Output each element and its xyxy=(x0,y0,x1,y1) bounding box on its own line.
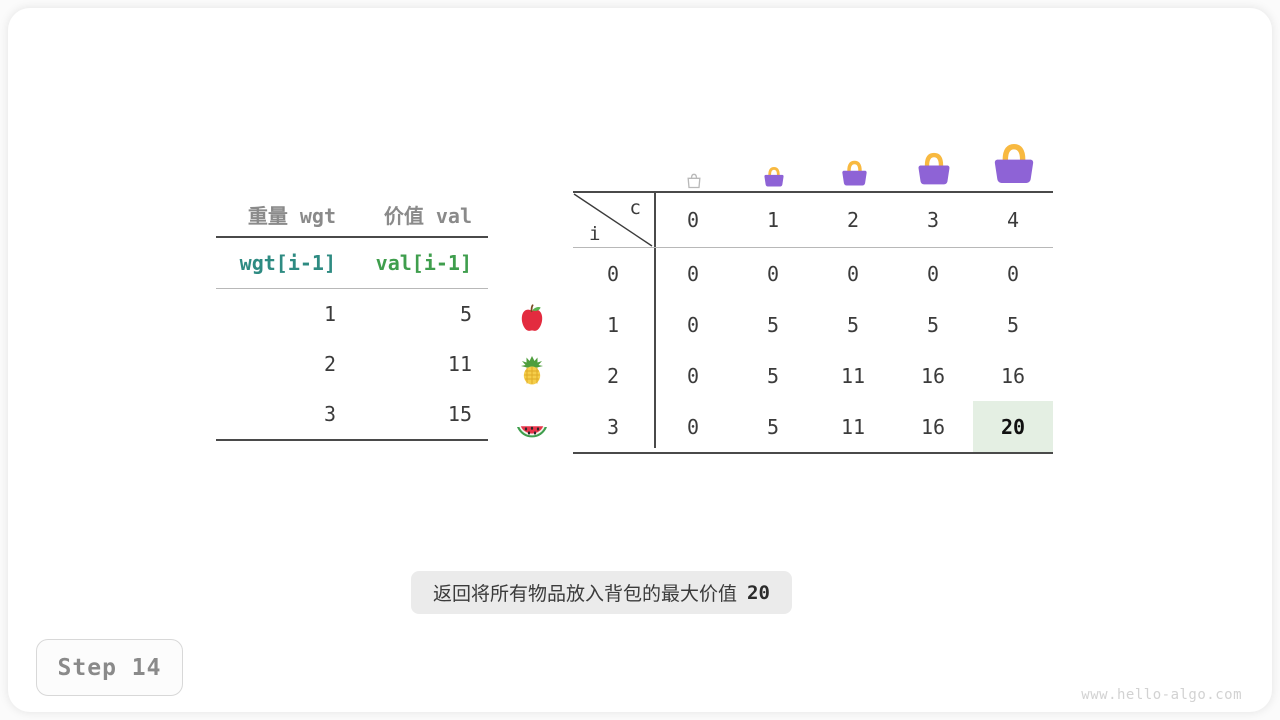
items-table-row: 3 15 xyxy=(216,389,488,439)
dp-cell-2-1: 5 xyxy=(766,363,780,388)
dp-cell-0-0: 0 xyxy=(686,261,700,286)
dp-col-header-0: 0 xyxy=(686,208,700,232)
dp-cell-1-4: 5 xyxy=(1006,312,1020,337)
items-header-value: 价值 val xyxy=(383,203,472,228)
dp-table-row: 2 0 5 11 16 16 xyxy=(573,350,1053,401)
items-formula-val: val[i-1] xyxy=(375,251,472,275)
dp-table-row: 3 0 5 11 16 20 xyxy=(573,401,1053,452)
items-table-formula-row: wgt[i-1] val[i-1] xyxy=(216,236,488,288)
dp-table-bottom-rule xyxy=(573,452,1053,454)
result-caption: 返回将所有物品放入背包的最大价值 20 xyxy=(411,571,792,614)
dp-col-header-1: 1 xyxy=(766,208,780,232)
dp-cell-3-4-highlighted: 20 xyxy=(973,401,1053,452)
dp-cell-1-3: 5 xyxy=(926,312,940,337)
caption-text: 返回将所有物品放入背包的最大价值 xyxy=(433,583,738,605)
bag-icon-empty xyxy=(687,173,701,189)
dp-cell-3-3: 16 xyxy=(920,414,946,439)
dp-table-row: 0 0 0 0 0 0 xyxy=(573,247,1053,299)
fruit-slot-1 xyxy=(508,293,556,344)
dp-table-header-row: c i 0 1 2 3 4 xyxy=(573,191,1053,247)
dp-table: c i 0 1 2 3 4 0 0 0 0 0 0 1 0 5 5 5 5 2 xyxy=(573,191,1053,454)
bag-slot-0 xyxy=(654,118,734,190)
dp-col-header-3: 3 xyxy=(926,208,940,232)
bag-icon-2 xyxy=(841,160,867,186)
dp-cell-1-2: 5 xyxy=(846,312,860,337)
dp-table-vertical-rule xyxy=(654,191,656,448)
items-table-row: 1 5 xyxy=(216,288,488,339)
bag-icon-4 xyxy=(994,143,1034,183)
items-table-row: 2 11 xyxy=(216,339,488,389)
watermelon-icon xyxy=(517,425,547,437)
item-weight-3: 3 xyxy=(323,402,336,426)
item-weight-1: 1 xyxy=(323,302,336,326)
step-badge: Step 14 xyxy=(36,639,183,696)
dp-cell-0-2: 0 xyxy=(846,261,860,286)
step-badge-label: Step 14 xyxy=(57,654,162,681)
fruit-slot-2 xyxy=(508,344,556,395)
dp-cell-1-1: 5 xyxy=(766,312,780,337)
caption-value: 20 xyxy=(747,581,770,604)
bag-icon-row xyxy=(654,118,1054,190)
dp-row-header-0: 0 xyxy=(606,261,620,286)
dp-cell-2-4: 16 xyxy=(1000,363,1026,388)
dp-corner-row-label: i xyxy=(589,223,601,245)
apple-icon xyxy=(521,303,543,331)
dp-cell-1-0: 0 xyxy=(686,312,700,337)
dp-row-header-1: 1 xyxy=(606,312,620,337)
items-header-weight: 重量 wgt xyxy=(247,203,336,228)
dp-table-row: 1 0 5 5 5 5 xyxy=(573,299,1053,350)
fruit-slot-3 xyxy=(508,395,556,446)
bag-slot-1 xyxy=(734,118,814,190)
dp-row-header-3: 3 xyxy=(606,414,620,439)
items-table-bottom-rule xyxy=(216,439,488,441)
pineapple-icon xyxy=(521,355,543,384)
dp-cell-2-0: 0 xyxy=(686,363,700,388)
item-value-1: 5 xyxy=(459,302,472,326)
dp-cell-0-4: 0 xyxy=(1006,261,1020,286)
dp-corner-header: c i xyxy=(573,193,653,247)
dp-cell-3-1: 5 xyxy=(766,414,780,439)
bag-icon-3 xyxy=(918,152,950,185)
dp-col-header-4: 4 xyxy=(1006,208,1020,232)
dp-cell-3-0: 0 xyxy=(686,414,700,439)
item-weight-2: 2 xyxy=(323,352,336,376)
dp-cell-0-3: 0 xyxy=(926,261,940,286)
watermark: www.hello-algo.com xyxy=(1081,687,1242,703)
fruit-icon-column xyxy=(508,293,556,446)
bag-slot-2 xyxy=(814,118,894,190)
dp-cell-3-2: 11 xyxy=(840,414,866,439)
bag-slot-3 xyxy=(894,118,974,190)
dp-cell-0-1: 0 xyxy=(766,261,780,286)
bag-slot-4 xyxy=(974,118,1054,190)
items-table: 重量 wgt 价值 val wgt[i-1] val[i-1] 1 5 2 11… xyxy=(216,192,488,441)
item-value-2: 11 xyxy=(447,352,472,376)
dp-col-header-2: 2 xyxy=(846,208,860,232)
items-table-header-row: 重量 wgt 价值 val xyxy=(216,192,488,236)
item-value-3: 15 xyxy=(447,402,472,426)
dp-row-header-2: 2 xyxy=(606,363,620,388)
bag-icon-1 xyxy=(764,166,784,187)
items-formula-wgt: wgt[i-1] xyxy=(239,251,336,275)
dp-cell-2-3: 16 xyxy=(920,363,946,388)
dp-corner-col-label: c xyxy=(629,197,641,219)
dp-cell-2-2: 11 xyxy=(840,363,866,388)
